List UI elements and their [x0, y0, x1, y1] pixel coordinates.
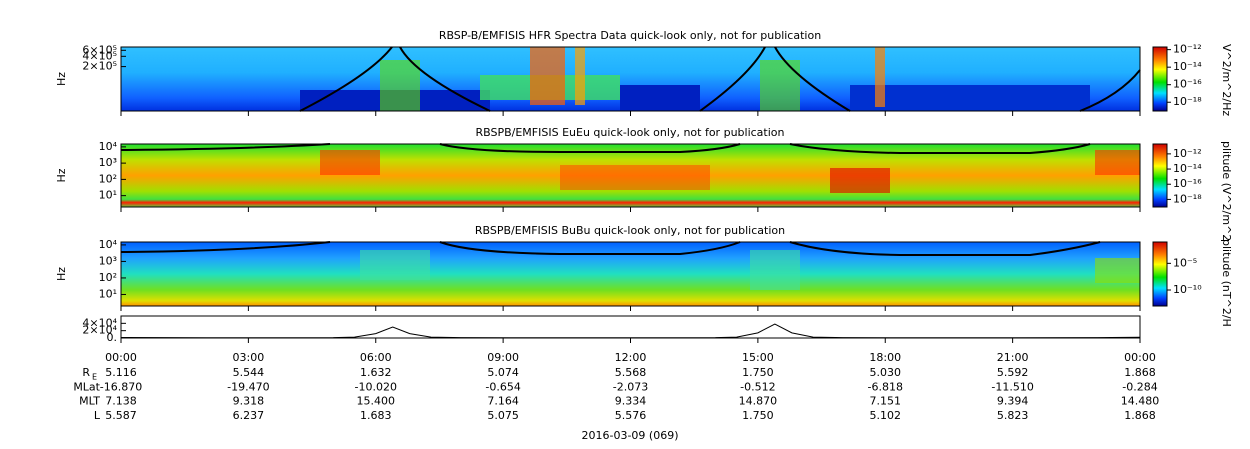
y-tick-label: 10³ [99, 156, 117, 169]
ephemeris-value: 1.750 [742, 409, 774, 422]
ephemeris-value: 9.394 [997, 395, 1029, 408]
ephemeris-value: 5.592 [997, 366, 1029, 379]
x-tick-label: 00:00 [105, 351, 137, 364]
y-tick-label: 10² [99, 172, 117, 185]
ephemeris-value: -6.818 [868, 380, 903, 393]
ephemeris-value: 5.102 [870, 409, 902, 422]
x-tick-label: 18:00 [869, 351, 901, 364]
ephemeris-value: 9.334 [615, 395, 647, 408]
ephemeris-value: -16.870 [100, 380, 142, 393]
y-tick-label: 2×10⁵ [82, 60, 117, 73]
y-tick-label: 10¹ [99, 189, 117, 202]
ephemeris-name: MLT [79, 395, 100, 408]
model-curve [120, 46, 1141, 256]
x-tick-label: 06:00 [360, 351, 392, 364]
x-tick-label: 03:00 [233, 351, 265, 364]
y-tick-label: 10³ [99, 254, 117, 267]
ephemeris-value: 7.151 [870, 395, 902, 408]
ephemeris-value: 5.075 [487, 409, 519, 422]
colorbar-tick-label: 10⁻¹² [1173, 43, 1202, 56]
ephemeris-value: 1.683 [360, 409, 392, 422]
x-tick-label: 00:00 [1124, 351, 1156, 364]
ephemeris-value: 5.074 [487, 366, 519, 379]
ephemeris-value: -0.512 [740, 380, 775, 393]
y-tick-label: 4×10⁵ [82, 49, 117, 62]
y-axis-label: Hz [55, 267, 68, 281]
ephemeris-value: -0.284 [1122, 380, 1157, 393]
ephemeris-value: 6.237 [233, 409, 265, 422]
ephemeris-value: 14.870 [739, 395, 778, 408]
ephemeris-name: MLat [73, 380, 100, 393]
colorbar-label: plitude (V^2/m^2 [1220, 141, 1233, 241]
ephemeris-value: 1.750 [742, 366, 774, 379]
colorbar [1152, 241, 1168, 307]
y-axis-label: Hz [55, 72, 68, 86]
ephemeris-value: -10.020 [355, 380, 397, 393]
y-tick-label: 10² [99, 271, 117, 284]
colorbar-tick-label: 10⁻¹⁶ [1173, 78, 1202, 91]
ephemeris-value: 1.868 [1124, 366, 1156, 379]
panel-title: RBSPB/EMFISIS BuBu quick-look only, not … [475, 224, 785, 237]
ephemeris-value: 7.164 [487, 395, 519, 408]
ephemeris-name: L [94, 409, 101, 422]
colorbar-tick-label: 10⁻¹⁴ [1173, 60, 1202, 73]
colorbar-tick-label: 10⁻¹⁴ [1173, 162, 1202, 175]
panel-title: RBSPB/EMFISIS EuEu quick-look only, not … [475, 126, 784, 139]
ephemeris-value: 14.480 [1121, 395, 1160, 408]
ephemeris-value: 15.400 [357, 395, 396, 408]
ephemeris-value: 5.576 [615, 409, 647, 422]
ephemeris-value: -2.073 [613, 380, 648, 393]
y-tick-label: 6×10⁵ [82, 43, 117, 56]
colorbar-tick-label: 10⁻⁵ [1173, 256, 1197, 269]
ephemeris-value: -11.510 [991, 380, 1033, 393]
ephemeris-value: 7.138 [105, 395, 137, 408]
y-tick-label: 4×10⁴ [82, 316, 117, 329]
y-tick-label: 10¹ [99, 287, 117, 300]
y-tick-label: 10⁴ [99, 140, 118, 153]
colorbar-tick-label: 10⁻¹⁶ [1173, 177, 1202, 190]
colorbar-tick-label: 10⁻¹⁸ [1173, 95, 1202, 108]
ephemeris-value: -0.654 [485, 380, 520, 393]
date-label: 2016-03-09 (069) [581, 429, 678, 442]
colorbar [1152, 46, 1168, 112]
ephemeris-value: 5.030 [870, 366, 902, 379]
plot-frame [120, 315, 1141, 339]
ephemeris-value: 5.568 [615, 366, 647, 379]
x-tick-label: 21:00 [997, 351, 1029, 364]
colorbar [1152, 143, 1168, 208]
colorbar-tick-label: 10⁻¹⁸ [1173, 192, 1202, 205]
ephemeris-value: 5.116 [105, 366, 137, 379]
ephemeris-value: 9.318 [233, 395, 265, 408]
y-axis-label: Hz [55, 168, 68, 182]
panel-title: RBSP-B/EMFISIS HFR Spectra Data quick-lo… [439, 29, 821, 42]
ephemeris-subscript: E [92, 373, 97, 382]
y-tick-label: 2×10⁴ [82, 324, 117, 337]
ephemeris-name: R [82, 366, 90, 379]
colorbar-label: V^2/m^2/Hz [1220, 44, 1233, 116]
y-tick-label: 10⁴ [99, 238, 118, 251]
colorbar-tick-label: 10⁻¹² [1173, 147, 1202, 160]
x-tick-label: 12:00 [615, 351, 647, 364]
data-line [120, 323, 1141, 339]
ephemeris-value: 5.544 [233, 366, 265, 379]
y-tick-label: 0. [107, 331, 118, 344]
spectrogram-image [121, 47, 1140, 306]
ephemeris-value: 5.823 [997, 409, 1029, 422]
x-tick-label: 09:00 [487, 351, 519, 364]
ephemeris-value: 5.587 [105, 409, 137, 422]
ephemeris-value: 1.868 [1124, 409, 1156, 422]
ephemeris-value: 1.632 [360, 366, 392, 379]
colorbar-label: plitude (nT^2/H [1220, 239, 1233, 327]
x-tick-label: 15:00 [742, 351, 774, 364]
colorbar-tick-label: 10⁻¹⁰ [1173, 283, 1202, 296]
ephemeris-value: -19.470 [227, 380, 269, 393]
